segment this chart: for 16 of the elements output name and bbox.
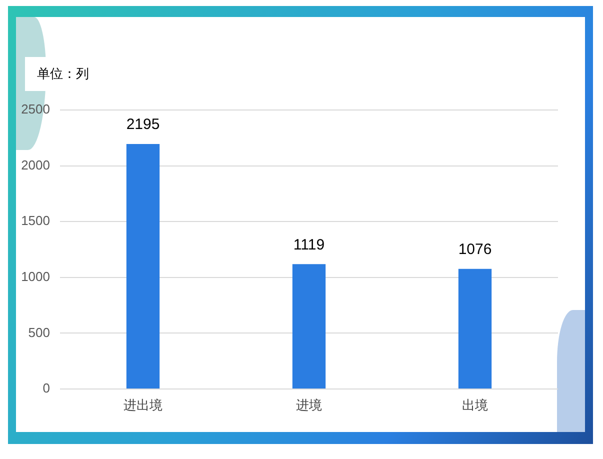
x-tick-label: 进出境 bbox=[124, 397, 162, 412]
x-tick-label: 进境 bbox=[296, 397, 322, 412]
data-label: 1076 bbox=[458, 241, 492, 258]
bar bbox=[292, 264, 326, 388]
y-tick-label: 500 bbox=[28, 324, 50, 340]
x-tick-label: 出境 bbox=[462, 397, 488, 412]
y-tick-label: 2500 bbox=[21, 102, 50, 117]
y-tick-label: 1000 bbox=[21, 268, 50, 284]
y-tick-label: 1500 bbox=[21, 213, 50, 228]
text: 单位：列 bbox=[25, 57, 97, 91]
y-tick-label: 0 bbox=[42, 380, 50, 396]
data-label: 2195 bbox=[126, 116, 160, 134]
y-tick-label: 2000 bbox=[21, 157, 50, 172]
bar bbox=[458, 268, 492, 388]
bar bbox=[126, 144, 160, 388]
data-label: 1119 bbox=[293, 236, 325, 254]
